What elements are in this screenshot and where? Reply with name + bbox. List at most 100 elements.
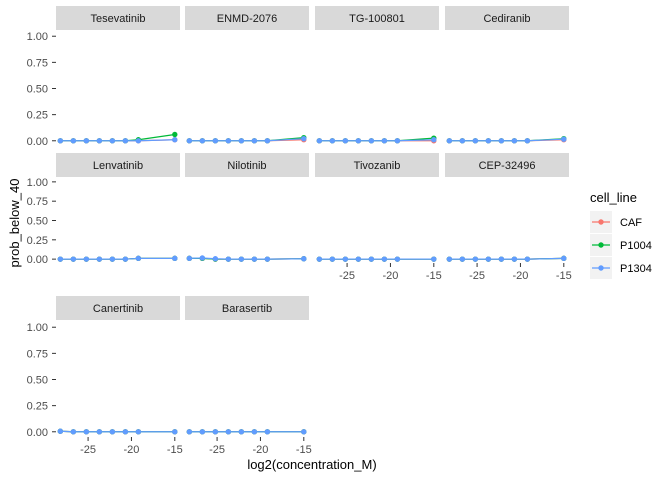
- data-point: [172, 429, 178, 435]
- y-tick-label: 0.75: [27, 57, 48, 69]
- data-point: [225, 256, 232, 262]
- data-point: [122, 256, 129, 262]
- facet-strip-label: Lenvatinib: [93, 160, 143, 172]
- data-point: [342, 138, 349, 144]
- y-tick-label: 0.75: [27, 348, 48, 360]
- data-point: [498, 138, 505, 144]
- facet-strip-label: Nilotinib: [227, 160, 266, 172]
- data-point: [199, 429, 206, 435]
- y-tick-label: 0.00: [27, 427, 48, 439]
- legend-entry: CAF: [590, 211, 642, 233]
- data-point: [199, 255, 206, 261]
- data-point: [431, 137, 437, 143]
- facet-panel: Nilotinib: [185, 153, 309, 262]
- legend-keys: CAF P1004 P1304: [590, 211, 652, 279]
- data-point: [83, 429, 90, 435]
- facet-panel: Barasertib: [185, 296, 309, 435]
- data-point: [212, 429, 219, 435]
- facet-panel: Canertinib: [56, 296, 180, 435]
- facet-strip: [56, 6, 180, 30]
- data-point: [301, 256, 307, 262]
- data-point: [459, 256, 466, 262]
- facet-strip: [315, 6, 439, 30]
- x-tick-label: -20: [123, 444, 139, 456]
- series-line: [319, 139, 434, 142]
- data-point: [135, 138, 142, 144]
- x-tick-label: -20: [252, 444, 268, 456]
- legend-entry: P1004: [590, 234, 652, 256]
- x-tick-label: -15: [296, 444, 312, 456]
- data-point: [431, 256, 437, 262]
- facet-strip: [315, 153, 439, 177]
- data-point: [511, 138, 518, 144]
- y-tick-label: 0.25: [27, 110, 48, 122]
- x-tick-label: -15: [167, 444, 183, 456]
- data-point: [316, 256, 323, 262]
- facet-strip-label: Tivozanib: [354, 160, 401, 172]
- x-tick-label: -25: [209, 444, 225, 456]
- facet-panels: Tesevatinib ENMD-2076 TG-100801 Cediranib Le…: [56, 6, 569, 435]
- legend-entry: P1304: [590, 257, 652, 279]
- data-point: [342, 256, 349, 262]
- legend-label: CAF: [620, 217, 642, 229]
- legend-key-point: [598, 219, 604, 225]
- data-point: [329, 256, 336, 262]
- data-point: [186, 429, 193, 435]
- data-point: [511, 256, 518, 262]
- data-point: [70, 138, 77, 144]
- data-point: [446, 256, 453, 262]
- data-point: [251, 429, 258, 435]
- facet-strip-label: Tesevatinib: [90, 13, 145, 25]
- data-point: [264, 138, 271, 144]
- facet-panel: Tesevatinib: [56, 6, 180, 144]
- legend-key-point: [598, 242, 604, 248]
- data-point: [135, 429, 142, 435]
- x-tick-label: -20: [382, 270, 398, 282]
- facet-strip-label: Canertinib: [93, 303, 143, 315]
- facet-strip: [185, 153, 309, 177]
- legend-title: cell_line: [590, 190, 637, 205]
- data-point: [251, 256, 258, 262]
- data-point: [186, 138, 193, 144]
- facet-panel: CEP-32496: [445, 153, 569, 262]
- data-point: [264, 256, 271, 262]
- data-point: [238, 429, 245, 435]
- x-axis-title: log2(concentration_M): [247, 457, 376, 472]
- data-point: [172, 137, 178, 143]
- y-tick-label: 1.00: [27, 322, 48, 334]
- data-point: [524, 138, 531, 144]
- data-point: [57, 428, 64, 434]
- data-point: [122, 138, 129, 144]
- data-point: [472, 138, 479, 144]
- data-point: [109, 138, 116, 144]
- y-tick-label: 0.50: [27, 216, 48, 228]
- x-tick-label: -25: [80, 444, 96, 456]
- data-point: [301, 135, 307, 142]
- data-point: [212, 256, 219, 262]
- data-point: [109, 256, 116, 262]
- y-tick-label: 0.25: [27, 401, 48, 413]
- data-point: [251, 138, 258, 144]
- facet-strip: [185, 296, 309, 320]
- facet-strip-label: TG-100801: [349, 13, 405, 25]
- data-point: [355, 256, 362, 262]
- data-point: [329, 138, 336, 144]
- data-point: [70, 429, 77, 435]
- y-tick-label: 0.25: [27, 235, 48, 247]
- y-tick-label: 0.00: [27, 136, 48, 148]
- data-point: [96, 256, 103, 262]
- data-point: [96, 429, 103, 435]
- facet-panel: ENMD-2076: [185, 6, 309, 144]
- data-point: [238, 256, 245, 262]
- data-point: [238, 138, 245, 144]
- data-point: [83, 256, 90, 262]
- series-line: [60, 257, 175, 260]
- y-tick-label: 0.50: [27, 84, 48, 96]
- facet-panel: Lenvatinib: [56, 153, 180, 262]
- data-point: [225, 429, 232, 435]
- y-axes: 0.00 0.25 0.50 0.75 1.00 0.00 0.25 0.50 0.75 1.00…: [27, 31, 56, 439]
- data-point: [83, 138, 90, 144]
- x-tick-label: -20: [512, 270, 528, 282]
- data-point: [172, 131, 178, 138]
- data-point: [301, 429, 307, 435]
